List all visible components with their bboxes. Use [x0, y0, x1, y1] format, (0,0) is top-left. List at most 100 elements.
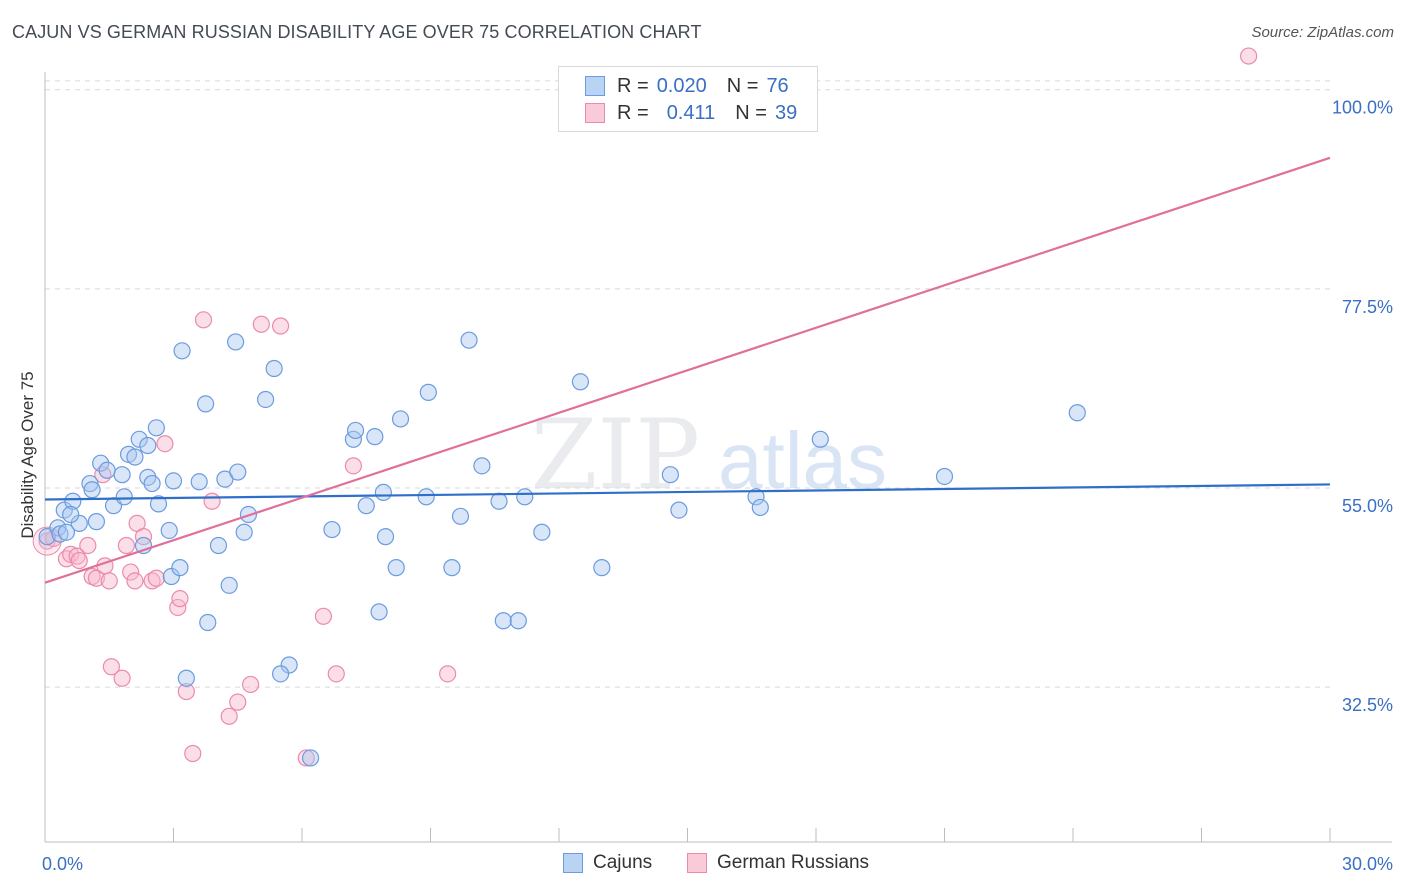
german-russians-point [70, 551, 88, 570]
cajuns-point [256, 390, 275, 409]
cajuns-point [162, 567, 180, 586]
cajuns-point [280, 656, 298, 674]
german-russians-point [79, 536, 97, 555]
cajuns-point [139, 436, 157, 455]
cajuns-point [164, 472, 183, 490]
cajuns-point [533, 523, 551, 541]
y-tick-label: 100.0% [1332, 98, 1393, 118]
german-russians-point [171, 590, 189, 608]
german-russians-point [126, 572, 144, 590]
cajuns-point [417, 488, 435, 506]
cajuns-point [160, 521, 178, 540]
cajuns-point [177, 669, 195, 687]
cajuns-point [374, 483, 392, 502]
german-russians-point [194, 311, 213, 329]
stats-row-cajuns: R = 0.020 N = 76 [585, 72, 789, 100]
cajuns-point [443, 559, 461, 577]
cajuns-point [451, 507, 470, 525]
cajuns-point [92, 454, 110, 472]
cajuns-point [509, 612, 527, 630]
cajuns-point [220, 576, 238, 594]
cajuns-point [64, 492, 82, 510]
german-russians-point [156, 435, 174, 453]
cajuns-point [747, 488, 765, 506]
german-russians-point [229, 693, 247, 711]
cajuns-point [190, 473, 208, 491]
cajuns-point [516, 488, 534, 506]
cajuns-point [1068, 404, 1086, 422]
cajuns-point [391, 410, 410, 428]
cajuns-point [229, 463, 247, 481]
chart-title: CAJUN VS GERMAN RUSSIAN DISABILITY AGE O… [12, 22, 702, 42]
cajuns-point [62, 505, 80, 524]
stats-row-german-russians: R = 0.411 N = 39 [585, 99, 797, 127]
german-russians-point [100, 572, 118, 590]
german-russians-point [327, 665, 345, 683]
x-tick-label-min: 0.0% [42, 854, 83, 874]
cajuns-point [271, 665, 290, 683]
german-russians-point [87, 569, 106, 587]
cajuns-points [38, 331, 1086, 767]
german-russians-point [220, 707, 238, 725]
cajuns-point [387, 559, 405, 577]
german-russians-point [147, 569, 165, 587]
y-tick-label: 55.0% [1342, 496, 1393, 516]
german-russians-point [117, 536, 135, 555]
legend-item-cajuns[interactable]: Cajuns [563, 852, 652, 874]
cajuns-point [670, 501, 688, 519]
trend-lines [44, 156, 1331, 584]
cajuns-point [366, 428, 384, 446]
german-russians-point [314, 607, 333, 625]
cajuns-point [115, 488, 133, 506]
y-tick-label: 77.5% [1342, 297, 1393, 317]
cajuns-point [57, 523, 76, 541]
cajuns-trend-line [44, 483, 1331, 501]
cajuns-point [147, 419, 165, 437]
german-russians-point [62, 545, 80, 563]
r-label: R = [617, 101, 649, 124]
german-russians-swatch [585, 103, 605, 123]
german-russians-point [297, 749, 315, 767]
r-value: 0.020 [656, 74, 707, 97]
cajuns-point [265, 359, 283, 378]
cajuns-point [357, 497, 375, 515]
cajuns-point [661, 466, 679, 484]
cajuns-point [70, 514, 88, 532]
cajuns-point [87, 513, 106, 531]
german-russians-point [184, 744, 202, 763]
cajuns-point [197, 395, 215, 413]
axes [44, 72, 1392, 843]
german-russians-point [102, 658, 120, 676]
n-value: 76 [766, 74, 789, 97]
german-russians-point [113, 669, 131, 687]
german-russians-point [134, 528, 153, 546]
cajuns-point [751, 498, 769, 517]
stats-legend: R = 0.020 N = 76 R = 0.411 N = 39 [558, 66, 818, 132]
cajuns-point [593, 559, 611, 577]
german-russians-legend-swatch [687, 853, 707, 873]
n-label: N = [735, 101, 767, 124]
cajuns-swatch [585, 76, 605, 96]
cajuns-point [419, 383, 437, 401]
cajuns-point [83, 481, 101, 499]
cajuns-point [935, 467, 954, 486]
german-russians-point [271, 317, 290, 335]
cajuns-point [143, 474, 161, 493]
cajuns-point [126, 448, 144, 466]
legend-item-german-russians[interactable]: German Russians [687, 852, 869, 874]
cajuns-point [473, 457, 491, 475]
cajuns-point [98, 461, 116, 479]
x-tick-label-max: 30.0% [1342, 854, 1393, 874]
n-label: N = [726, 74, 759, 97]
cajuns-point [51, 525, 69, 543]
r-label: R = [617, 74, 649, 97]
cajuns-point [227, 333, 245, 351]
cajuns-point [370, 603, 388, 621]
cajuns-point [346, 421, 365, 440]
cajuns-point [460, 331, 478, 349]
cajuns-point [173, 342, 191, 360]
cajuns-point [376, 528, 395, 546]
legend-label-german-russians: German Russians [717, 852, 870, 873]
source-label: Source: ZipAtlas.com [1251, 24, 1394, 41]
german-russians-trend-line [44, 156, 1331, 584]
